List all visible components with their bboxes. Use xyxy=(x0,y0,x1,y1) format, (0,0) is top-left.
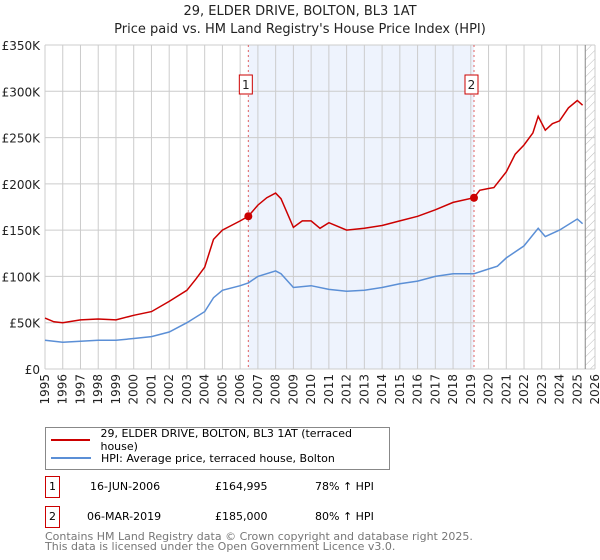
x-tick-label: 2014 xyxy=(375,374,389,405)
x-tick-label: 2017 xyxy=(428,374,442,405)
legend-label: 29, ELDER DRIVE, BOLTON, BL3 1AT (terrac… xyxy=(100,427,352,453)
transaction-price: £164,995 xyxy=(215,480,268,493)
x-tick-label: 2006 xyxy=(233,374,247,405)
sale-point xyxy=(470,193,478,202)
y-tick-label: £150K xyxy=(2,224,42,238)
legend-item-property: 29, ELDER DRIVE, BOLTON, BL3 1AT (terrac… xyxy=(51,427,389,453)
x-tick-label: 2015 xyxy=(393,374,407,405)
x-tick-label: 2025 xyxy=(570,374,584,405)
x-tick-label: 1996 xyxy=(56,374,70,405)
y-tick-label: £250K xyxy=(2,132,42,146)
chart-subtitle: Price paid vs. HM Land Registry's House … xyxy=(114,22,486,37)
footer-copyright: Contains HM Land Registry data © Crown c… xyxy=(45,530,473,543)
sale-label-box xyxy=(238,74,253,95)
x-tick-label: 2010 xyxy=(304,374,318,405)
forecast-hatch xyxy=(585,45,595,369)
transaction-number: 2 xyxy=(45,506,60,528)
y-tick-label: £350K xyxy=(2,39,42,53)
y-tick-label: £100K xyxy=(2,270,42,284)
x-tick-label: 2004 xyxy=(198,374,212,405)
sale-label-box xyxy=(464,74,479,95)
x-tick-label: 1997 xyxy=(73,374,87,405)
x-tick-label: 1998 xyxy=(91,374,105,405)
legend-label: HPI: Average price, terraced house, Bolt… xyxy=(101,451,335,465)
y-tick-label: £0 xyxy=(25,363,40,377)
x-tick-label: 2026 xyxy=(588,374,600,405)
x-tick-label: 2001 xyxy=(144,374,158,405)
legend: 29, ELDER DRIVE, BOLTON, BL3 1AT (terrac… xyxy=(45,427,390,470)
property-price-line xyxy=(44,99,584,324)
sale-label: 2 xyxy=(468,78,476,92)
x-tick-label: 2024 xyxy=(553,374,567,405)
x-tick-label: 2021 xyxy=(499,374,513,405)
y-tick-label: £300K xyxy=(2,85,42,99)
x-tick-label: 2016 xyxy=(411,374,425,405)
x-tick-label: 2009 xyxy=(286,374,300,405)
x-tick-label: 2023 xyxy=(535,374,549,405)
transaction-price: £185,000 xyxy=(215,510,268,523)
x-tick-label: 2003 xyxy=(180,374,194,405)
legend-swatch-red xyxy=(51,439,91,441)
y-tick-label: £50K xyxy=(9,317,41,331)
transaction-date: 16-JUN-2006 xyxy=(90,480,161,493)
x-tick-label: 1995 xyxy=(38,374,52,405)
x-tick-label: 2005 xyxy=(215,374,229,405)
x-tick-label: 2008 xyxy=(269,374,283,405)
transaction-hpi: 80% ↑ HPI xyxy=(315,510,374,523)
transaction-number: 1 xyxy=(45,476,60,498)
x-tick-label: 2002 xyxy=(162,374,176,405)
chart-title: 29, ELDER DRIVE, BOLTON, BL3 1AT xyxy=(183,4,417,19)
footer-licence: This data is licensed under the Open Gov… xyxy=(45,540,396,553)
x-tick-label: 1999 xyxy=(109,374,123,405)
x-tick-label: 2018 xyxy=(446,374,460,405)
x-tick-label: 2000 xyxy=(127,374,141,405)
legend-item-hpi: HPI: Average price, terraced house, Bolt… xyxy=(51,450,335,466)
hpi-line xyxy=(44,218,584,343)
x-tick-label: 2013 xyxy=(357,374,371,405)
legend-swatch-blue xyxy=(51,457,91,459)
transaction-hpi: 78% ↑ HPI xyxy=(315,480,374,493)
price-chart: 1 2 £0 £50K £100K £150K £200K £250K £300K £350K 19… xyxy=(2,39,600,405)
x-tick-label: 2019 xyxy=(464,374,478,405)
sale-point xyxy=(244,212,253,221)
x-tick-label: 2007 xyxy=(251,374,265,405)
y-tick-label: £200K xyxy=(2,178,42,192)
x-tick-label: 2012 xyxy=(340,374,354,405)
sale-label: 1 xyxy=(242,78,250,92)
x-tick-label: 2011 xyxy=(322,374,336,405)
x-tick-label: 2022 xyxy=(517,374,531,405)
x-tick-label: 2020 xyxy=(482,374,496,405)
transaction-date: 06-MAR-2019 xyxy=(87,510,162,523)
ownership-period-shade xyxy=(248,45,474,369)
